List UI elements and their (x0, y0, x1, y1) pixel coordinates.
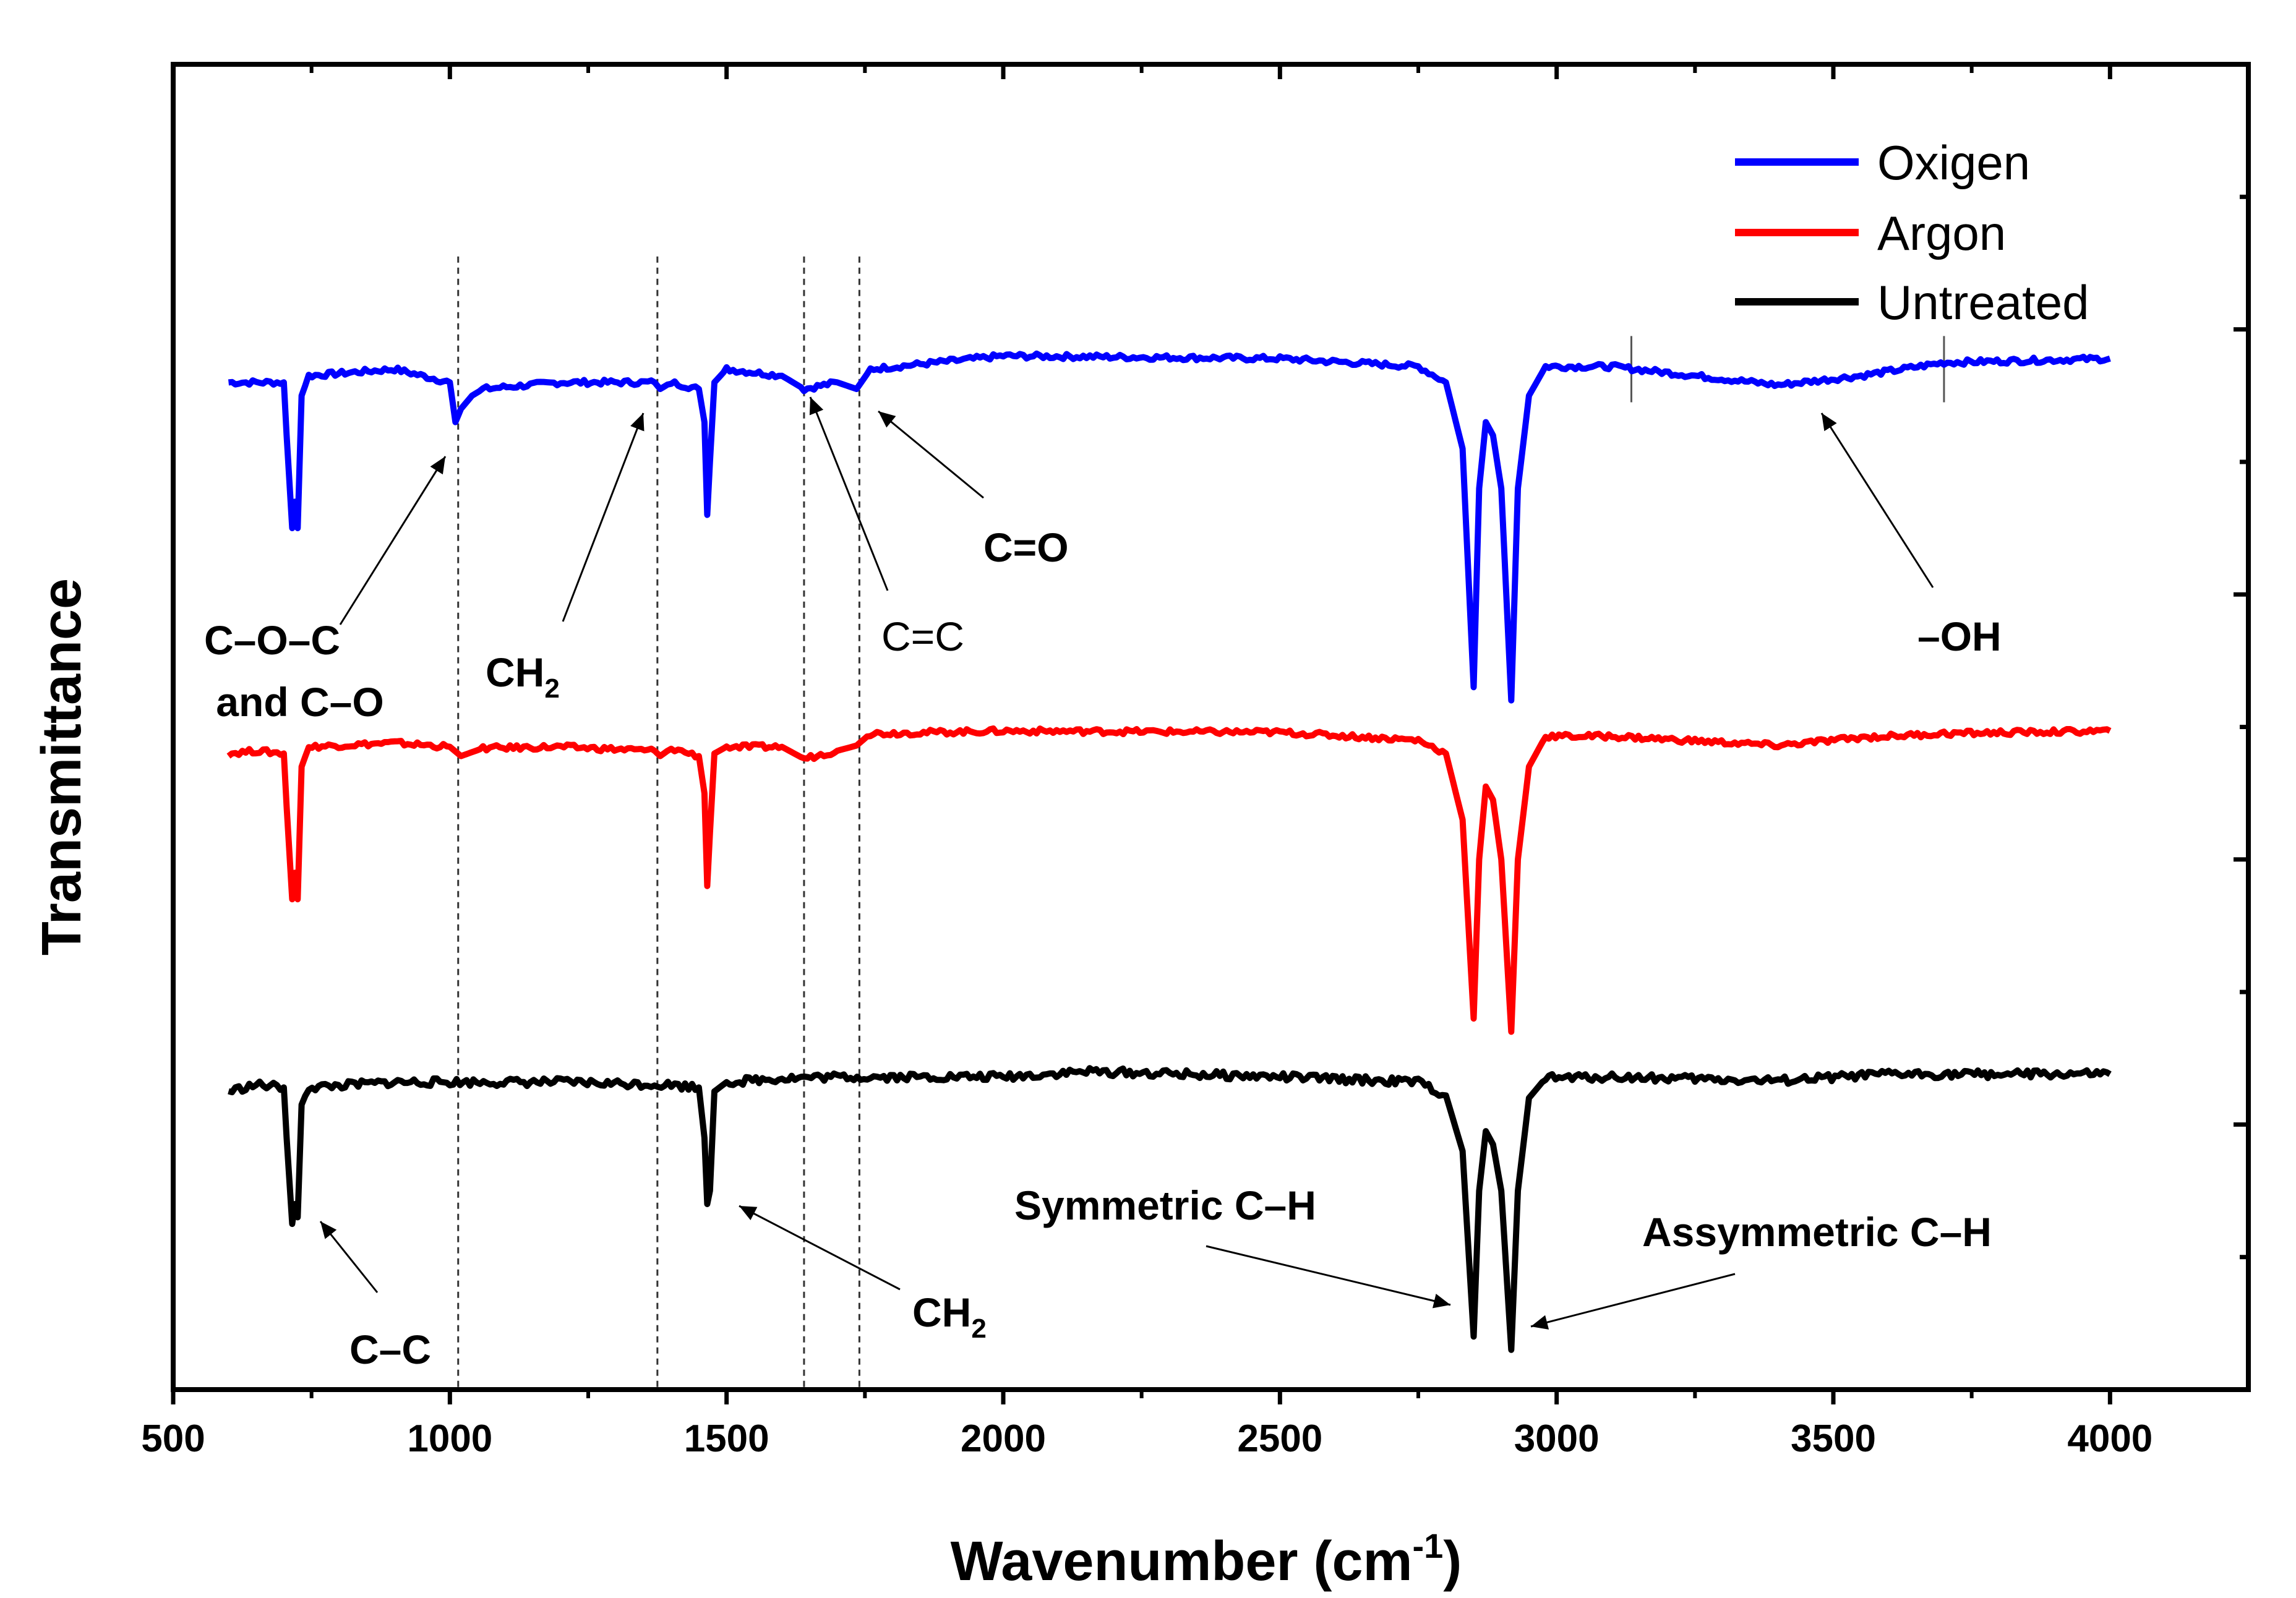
annotation-co-double: C=O (983, 524, 1069, 570)
y-axis-ticks (2234, 194, 2248, 1260)
annotation-cc-double: C=C (881, 613, 964, 659)
annotation-ch2-bottom: CH2 (912, 1289, 987, 1344)
arrow-cc-single (319, 1221, 379, 1293)
arrow-ch2-top (562, 412, 645, 622)
legend-label-untreated: Untreated (1877, 275, 2089, 330)
annotation-cc-single: C–C (349, 1327, 431, 1372)
annotation-oh: –OH (1917, 613, 2002, 659)
arrow-asym-ch (1530, 1273, 1736, 1330)
annotation-asym-ch: Assymmetric C–H (1642, 1209, 1992, 1255)
series-line-untreated (228, 1065, 2112, 1353)
x-tick-label: 1000 (407, 1417, 492, 1460)
x-tick-label: 2000 (961, 1417, 1046, 1460)
arrow-oh (1820, 412, 1934, 588)
series-line-oxigen (228, 350, 2111, 704)
series-group (226, 350, 2112, 1353)
x-tick-label: 3500 (1791, 1417, 1876, 1460)
x-axis-ticks: 500 1000 1500 2000 2500 3000 3500 4000 (141, 64, 2152, 1460)
annotation-coc: C–O–C (204, 617, 340, 663)
x-tick-label: 3000 (1514, 1417, 1600, 1460)
x-tick-label: 500 (141, 1417, 205, 1460)
arrow-co-double (878, 410, 984, 499)
arrow-coc (339, 456, 447, 625)
x-tick-label: 2500 (1237, 1417, 1322, 1460)
series-line-argon (226, 725, 2112, 1035)
annotation-sym-ch: Symmetric C–H (1014, 1182, 1316, 1228)
arrow-sym-ch (1206, 1245, 1451, 1309)
x-tick-label: 4000 (2067, 1417, 2152, 1460)
annotation-coc-line2: and C–O (216, 679, 383, 725)
arrow-ch2-bottom (739, 1205, 901, 1291)
annotation-ch2-top: CH2 (486, 649, 560, 704)
legend: Oxigen Argon Untreated (1735, 135, 2089, 330)
x-axis-title: Wavenumber (cm-1) (951, 1526, 1462, 1592)
y-axis-title: Transmittance (31, 578, 93, 955)
annotations: C–O–C and C–O CH2 C=C C=O –OH C–C CH2 Sy… (204, 396, 2002, 1372)
legend-label-oxigen: Oxigen (1877, 135, 2030, 190)
legend-label-argon: Argon (1877, 206, 2006, 260)
x-tick-label: 1500 (684, 1417, 769, 1460)
arrow-cc-double (809, 396, 889, 591)
